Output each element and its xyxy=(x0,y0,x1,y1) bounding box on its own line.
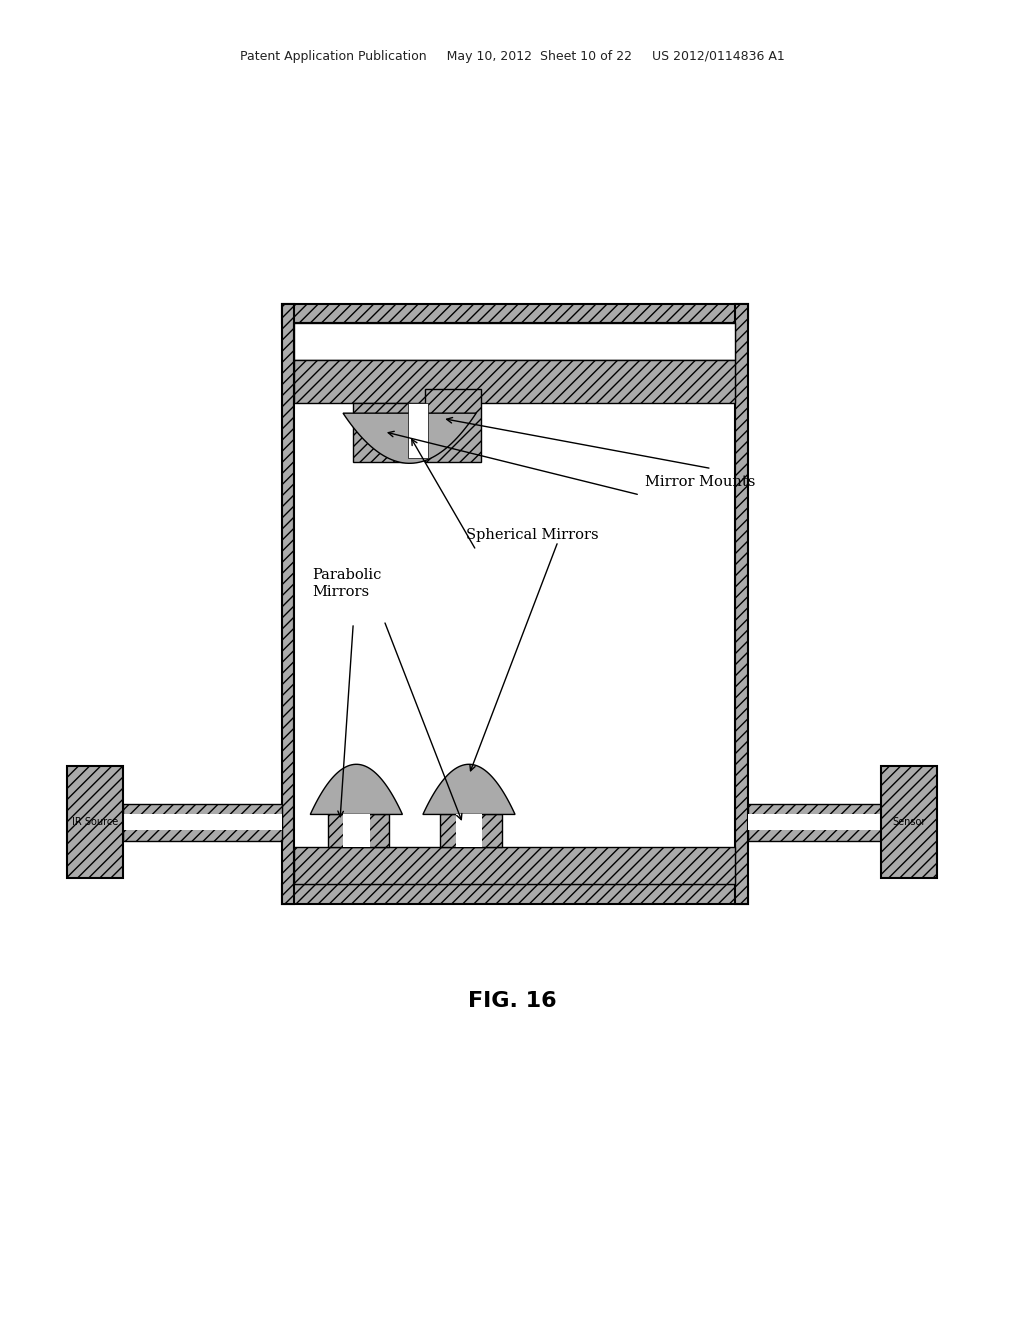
Text: Parabolic
Mirrors: Parabolic Mirrors xyxy=(312,569,382,598)
Text: Sensor: Sensor xyxy=(892,817,926,828)
Bar xyxy=(295,360,735,403)
Bar xyxy=(295,323,735,884)
Bar xyxy=(282,884,748,904)
Text: Spherical Mirrors: Spherical Mirrors xyxy=(466,528,599,541)
Bar xyxy=(123,804,282,841)
Text: Mirror Mounts: Mirror Mounts xyxy=(645,475,756,488)
Bar xyxy=(748,804,881,841)
Bar xyxy=(295,323,735,360)
Bar xyxy=(353,403,410,462)
Bar xyxy=(282,304,748,323)
Bar xyxy=(67,766,123,879)
Bar xyxy=(328,814,389,847)
Bar xyxy=(295,847,735,884)
Bar xyxy=(748,814,881,830)
Bar xyxy=(881,766,937,879)
PathPatch shape xyxy=(343,413,476,463)
Bar xyxy=(408,403,428,458)
PathPatch shape xyxy=(310,764,402,814)
PathPatch shape xyxy=(423,764,515,814)
Bar xyxy=(123,814,282,830)
Text: IR Source: IR Source xyxy=(72,817,118,828)
Bar xyxy=(425,389,481,462)
Bar xyxy=(282,304,295,904)
Bar xyxy=(735,304,748,904)
Text: Patent Application Publication     May 10, 2012  Sheet 10 of 22     US 2012/0114: Patent Application Publication May 10, 2… xyxy=(240,50,784,63)
Bar xyxy=(440,814,502,847)
Bar xyxy=(343,814,370,847)
Bar xyxy=(456,814,482,847)
Text: FIG. 16: FIG. 16 xyxy=(468,990,556,1011)
